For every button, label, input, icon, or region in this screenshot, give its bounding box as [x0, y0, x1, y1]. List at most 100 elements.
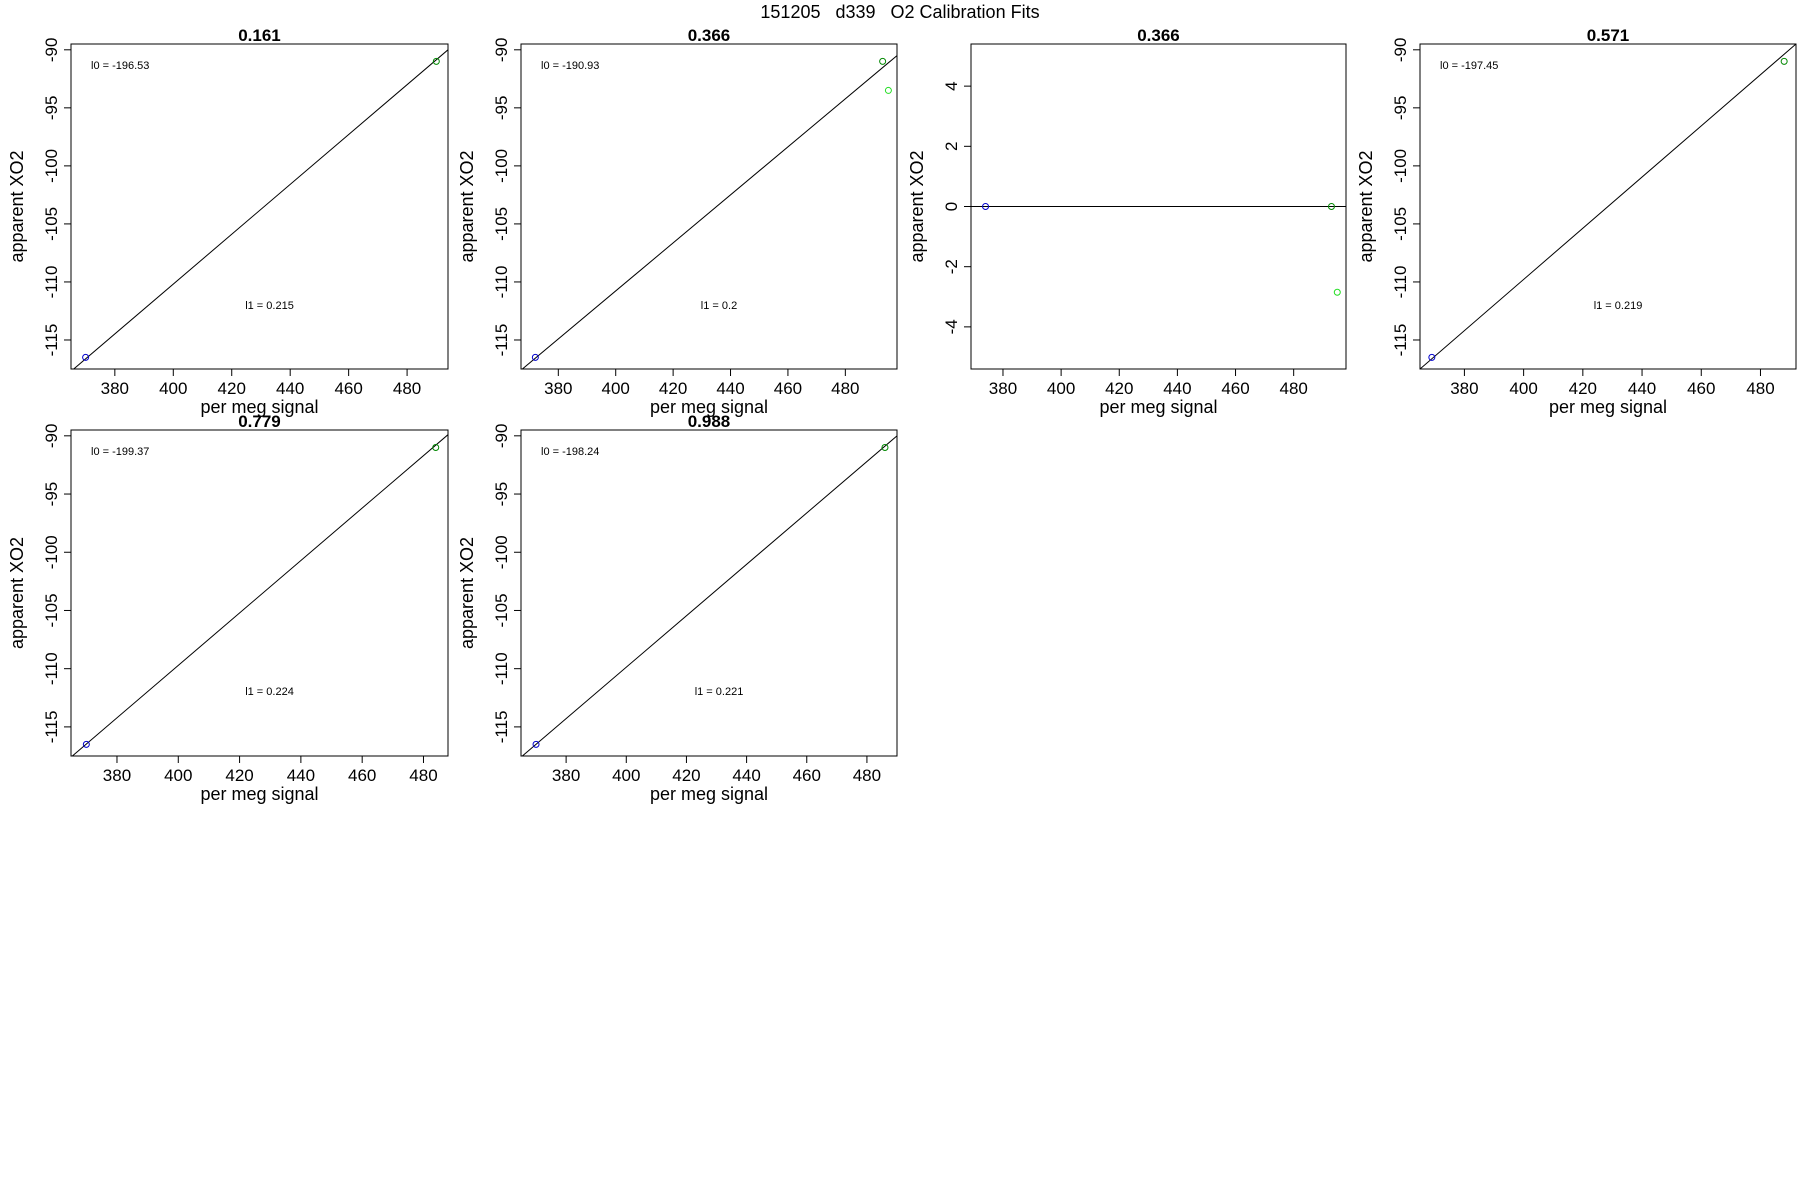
x-tick-label: 380 — [101, 379, 129, 398]
l1-annotation: l1 = 0.215 — [245, 300, 294, 312]
fit-line — [72, 49, 448, 369]
y-tick-label: -100 — [1391, 149, 1410, 183]
x-tick-label: 480 — [1279, 379, 1307, 398]
y-axis-label: apparent XO2 — [7, 537, 27, 649]
panel-title: 0.161 — [238, 26, 281, 45]
y-tick-label: -2 — [942, 259, 961, 274]
y-axis-label: apparent XO2 — [907, 150, 927, 262]
panel-title: 0.366 — [1137, 26, 1180, 45]
y-tick-label: -115 — [42, 324, 61, 357]
x-tick-label: 480 — [393, 379, 421, 398]
y-tick-label: -110 — [1391, 266, 1410, 299]
x-tick-label: 480 — [831, 379, 859, 398]
y-tick-label: -110 — [42, 266, 61, 299]
plot-frame — [520, 429, 898, 757]
x-axis-label: per meg signal — [1549, 397, 1667, 417]
x-tick-label: 380 — [1450, 379, 1478, 398]
y-tick-label: 4 — [942, 81, 961, 90]
x-tick-label: 400 — [602, 379, 630, 398]
x-tick-label: 440 — [732, 766, 760, 785]
y-tick-label: -95 — [1391, 96, 1410, 121]
data-point — [881, 443, 889, 451]
y-tick-label: -100 — [492, 535, 511, 569]
data-point — [1333, 288, 1341, 296]
y-tick-label: -100 — [42, 149, 61, 183]
x-tick-label: 480 — [1746, 379, 1774, 398]
y-axis-label: apparent XO2 — [7, 150, 27, 262]
data-point — [432, 443, 440, 451]
y-tick-label: -95 — [492, 96, 511, 121]
y-axis-label: apparent XO2 — [457, 537, 477, 649]
data-point — [879, 57, 887, 65]
x-tick-label: 400 — [1509, 379, 1537, 398]
chart-panel: 380 400 420 440 460 480 -115 -110 -105 -100 -95 -90… — [7, 412, 449, 804]
y-tick-label: -100 — [492, 149, 511, 183]
panel-title: 0.366 — [688, 26, 731, 45]
x-tick-label: 420 — [1105, 379, 1133, 398]
x-tick-label: 420 — [218, 379, 246, 398]
x-axis-label: per meg signal — [650, 784, 768, 804]
x-tick-label: 460 — [348, 766, 376, 785]
chart-panel: 380 400 420 440 460 480 -4 -2 0 2 4 per meg signal a… — [907, 26, 1347, 417]
panel-title: 0.571 — [1587, 26, 1630, 45]
x-tick-label: 460 — [1221, 379, 1249, 398]
y-tick-label: -105 — [492, 207, 511, 241]
x-tick-label: 380 — [989, 379, 1017, 398]
y-tick-label: -110 — [492, 266, 511, 299]
x-tick-label: 440 — [276, 379, 304, 398]
x-tick-label: 400 — [1047, 379, 1075, 398]
y-tick-label: -115 — [492, 711, 511, 744]
x-tick-label: 420 — [659, 379, 687, 398]
data-point — [884, 86, 892, 94]
chart-panel: 380 400 420 440 460 480 -115 -110 -105 -100 -95 -90… — [7, 26, 449, 417]
x-tick-label: 460 — [793, 766, 821, 785]
y-tick-label: -90 — [42, 424, 61, 449]
chart-panel: 380 400 420 440 460 480 -115 -110 -105 -100 -95 -90… — [457, 26, 898, 417]
data-point — [532, 740, 540, 748]
y-axis-label: apparent XO2 — [1356, 150, 1376, 262]
data-point — [432, 57, 440, 65]
x-tick-label: 380 — [552, 766, 580, 785]
data-point — [82, 353, 90, 361]
x-tick-label: 400 — [164, 766, 192, 785]
x-tick-label: 440 — [287, 766, 315, 785]
y-tick-label: 2 — [942, 142, 961, 151]
fit-line — [521, 435, 897, 756]
x-tick-label: 460 — [1687, 379, 1715, 398]
y-tick-label: -95 — [42, 96, 61, 121]
chart-panel: 380 400 420 440 460 480 -115 -110 -105 -100 -95 -90… — [457, 412, 898, 804]
y-tick-label: -105 — [492, 593, 511, 627]
x-tick-label: 440 — [1628, 379, 1656, 398]
y-tick-label: -95 — [492, 482, 511, 507]
x-axis-label: per meg signal — [200, 397, 318, 417]
l1-annotation: l1 = 0.221 — [695, 686, 744, 698]
y-tick-label: -105 — [1391, 207, 1410, 241]
l1-annotation: l1 = 0.224 — [245, 686, 294, 698]
y-tick-label: -115 — [42, 711, 61, 744]
y-tick-label: -110 — [42, 652, 61, 685]
l1-annotation: l1 = 0.2 — [701, 300, 737, 312]
y-tick-label: -115 — [1391, 324, 1410, 357]
fit-line — [521, 55, 897, 369]
y-tick-label: -110 — [492, 652, 511, 685]
data-point — [982, 203, 990, 210]
y-axis-label: apparent XO2 — [457, 150, 477, 262]
data-point — [82, 740, 90, 748]
l0-annotation: l0 = -190.93 — [541, 60, 599, 72]
x-tick-label: 440 — [1163, 379, 1191, 398]
l0-annotation: l0 = -198.24 — [541, 446, 599, 458]
x-tick-label: 420 — [225, 766, 253, 785]
x-tick-label: 380 — [544, 379, 572, 398]
page-title: 151205 d339 O2 Calibration Fits — [760, 2, 1040, 22]
y-tick-label: -90 — [492, 38, 511, 63]
panel-title: 0.779 — [238, 412, 281, 431]
x-tick-label: 460 — [774, 379, 802, 398]
l1-annotation: l1 = 0.219 — [1594, 300, 1643, 312]
x-tick-label: 420 — [1569, 379, 1597, 398]
x-tick-label: 440 — [716, 379, 744, 398]
chart-panel: 380 400 420 440 460 480 -115 -110 -105 -100 -95 -90… — [1356, 26, 1797, 417]
x-tick-label: 420 — [672, 766, 700, 785]
data-point — [1428, 353, 1436, 361]
y-tick-label: -95 — [42, 482, 61, 507]
x-tick-label: 480 — [853, 766, 881, 785]
